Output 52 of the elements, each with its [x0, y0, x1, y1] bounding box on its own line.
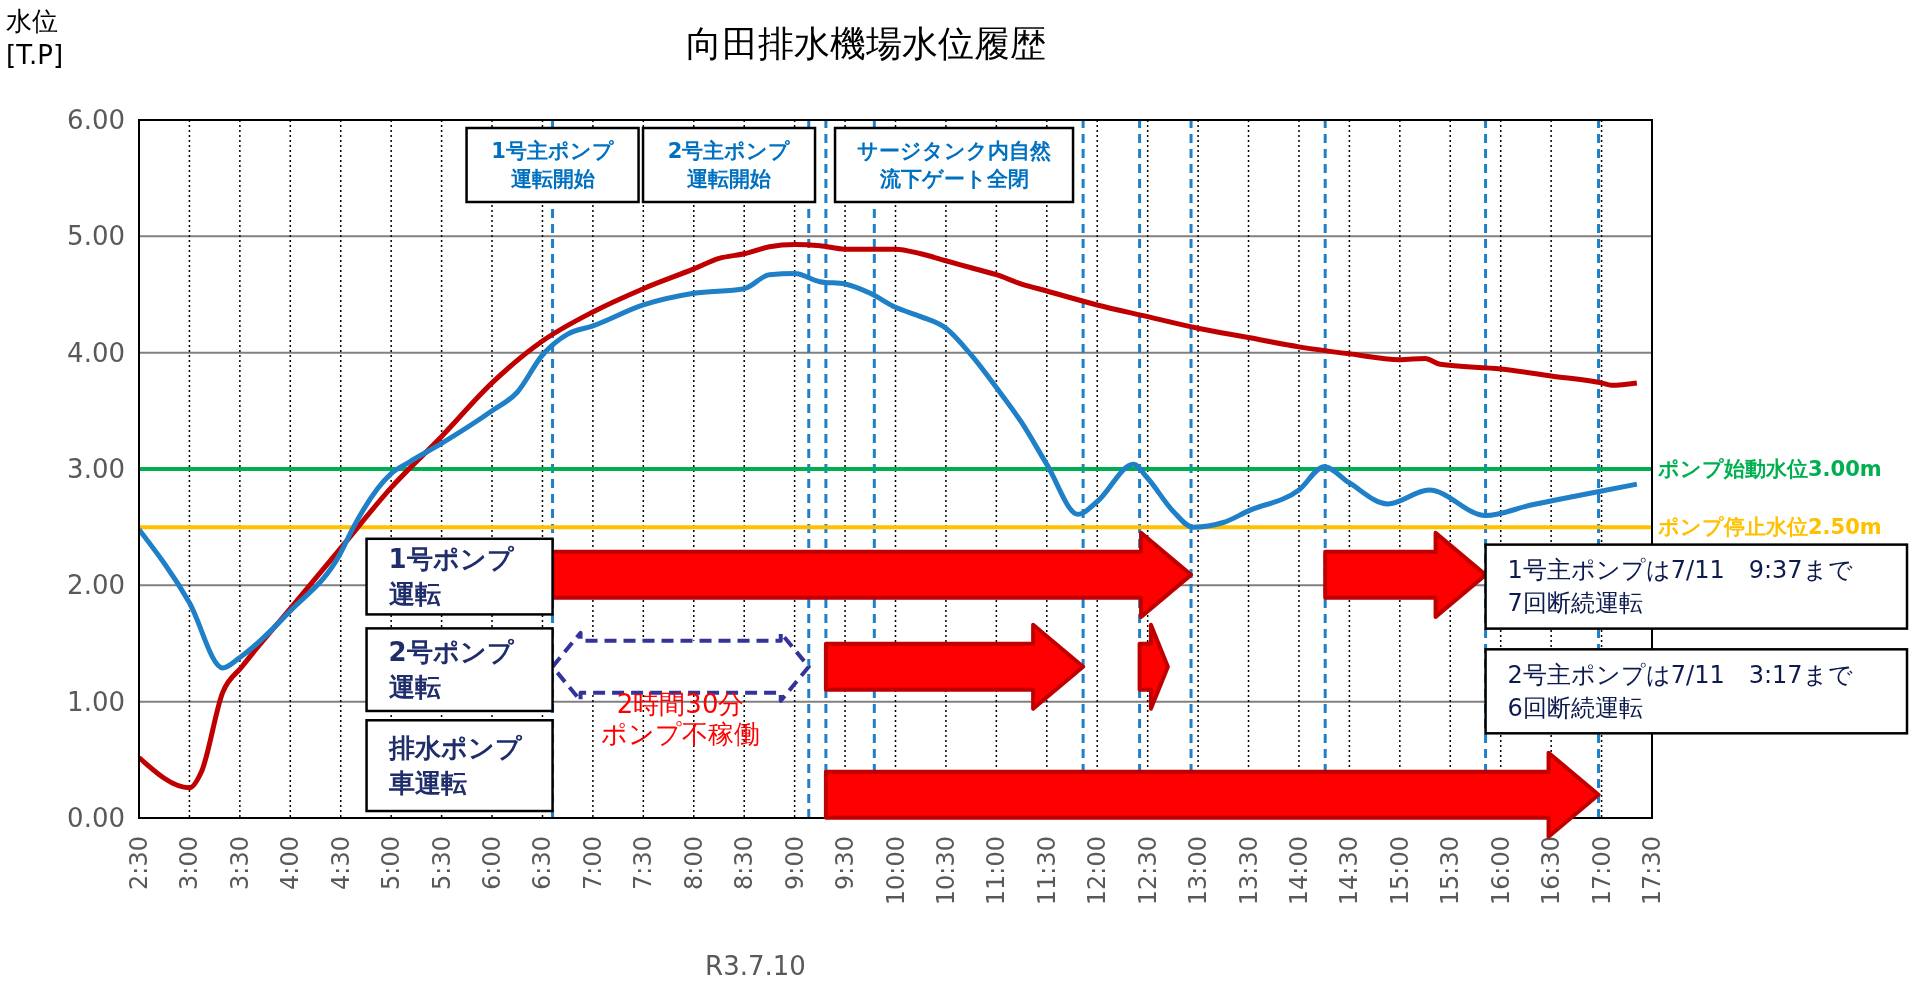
x-tick-label: 15:00: [1385, 836, 1414, 906]
x-tick-label: 11:00: [982, 836, 1011, 906]
x-tick-label: 7:00: [578, 836, 607, 890]
annotation: 1号主ポンプは7/11 9:37まで7回断続運転: [1507, 556, 1853, 617]
x-tick-label: 14:00: [1284, 836, 1313, 906]
x-tick-label: 16:00: [1486, 836, 1515, 906]
x-tick-label: 6:00: [478, 836, 507, 890]
x-tick-label: 3:00: [175, 836, 204, 890]
y-axis-title: 水位 [T.P]: [6, 6, 64, 70]
annotation: 2号ポンプ運転: [388, 637, 515, 703]
x-tick-label: 7:30: [629, 836, 658, 890]
annotation: 2号主ポンプは7/11 3:17まで6回断続運転: [1507, 661, 1853, 722]
x-tick-label: 11:30: [1032, 836, 1061, 906]
x-tick-label: 14:30: [1335, 836, 1364, 906]
annotation: 排水ポンプ車運転: [387, 733, 523, 799]
x-tick-label: 5:30: [427, 836, 456, 890]
x-tick-label: 9:00: [780, 836, 809, 890]
y-tick-label: 1.00: [67, 686, 125, 717]
x-tick-label: 12:30: [1133, 836, 1162, 906]
y-tick-label: 0.00: [67, 803, 125, 833]
x-tick-label: 4:30: [326, 836, 355, 890]
y-tick-label: 2.00: [67, 570, 125, 601]
x-tick-label: 4:00: [276, 836, 305, 890]
x-tick-label: 10:00: [881, 836, 910, 906]
ref-line-label: 1号主ポンプ運転開始: [491, 138, 614, 192]
x-tick-label: 13:00: [1184, 836, 1213, 906]
ref-line-label: サージタンク内自然流下ゲート全閉: [857, 138, 1053, 192]
x-tick-label: 8:30: [730, 836, 759, 890]
x-axis-title: R3.7.10: [705, 951, 806, 981]
x-tick-label: 6:30: [528, 836, 557, 890]
x-tick-label: 9:30: [831, 836, 860, 890]
ref-line-label: 2号主ポンプ運転開始: [667, 138, 791, 192]
annotation: 2時間30分ポンプ不稼働: [601, 689, 761, 750]
y-tick-label: 6.00: [67, 105, 125, 135]
x-tick-label: 2:30: [125, 836, 153, 890]
ref-line-label: ポンプ停止水位2.50m: [1657, 515, 1882, 540]
x-tick-label: 8:00: [679, 836, 708, 890]
y-tick-label: 5.00: [67, 221, 125, 252]
x-tick-label: 17:00: [1587, 836, 1616, 906]
annotation: 1号ポンプ運転: [388, 544, 515, 610]
x-tick-label: 17:30: [1638, 836, 1666, 906]
x-tick-label: 16:30: [1537, 836, 1566, 906]
y-tick-label: 3.00: [67, 454, 125, 484]
y-tick-label: 4.00: [67, 337, 125, 368]
chart-title: 向田排水機場水位履歴: [685, 23, 1046, 64]
x-tick-label: 10:30: [931, 836, 960, 906]
x-tick-label: 3:30: [225, 836, 254, 890]
ref-line-label: ポンプ始動水位3.00m: [1657, 457, 1882, 481]
x-tick-label: 15:30: [1436, 836, 1465, 906]
x-tick-label: 13:30: [1234, 836, 1263, 906]
x-tick-label: 5:00: [377, 836, 406, 890]
x-tick-label: 12:00: [1083, 836, 1112, 906]
